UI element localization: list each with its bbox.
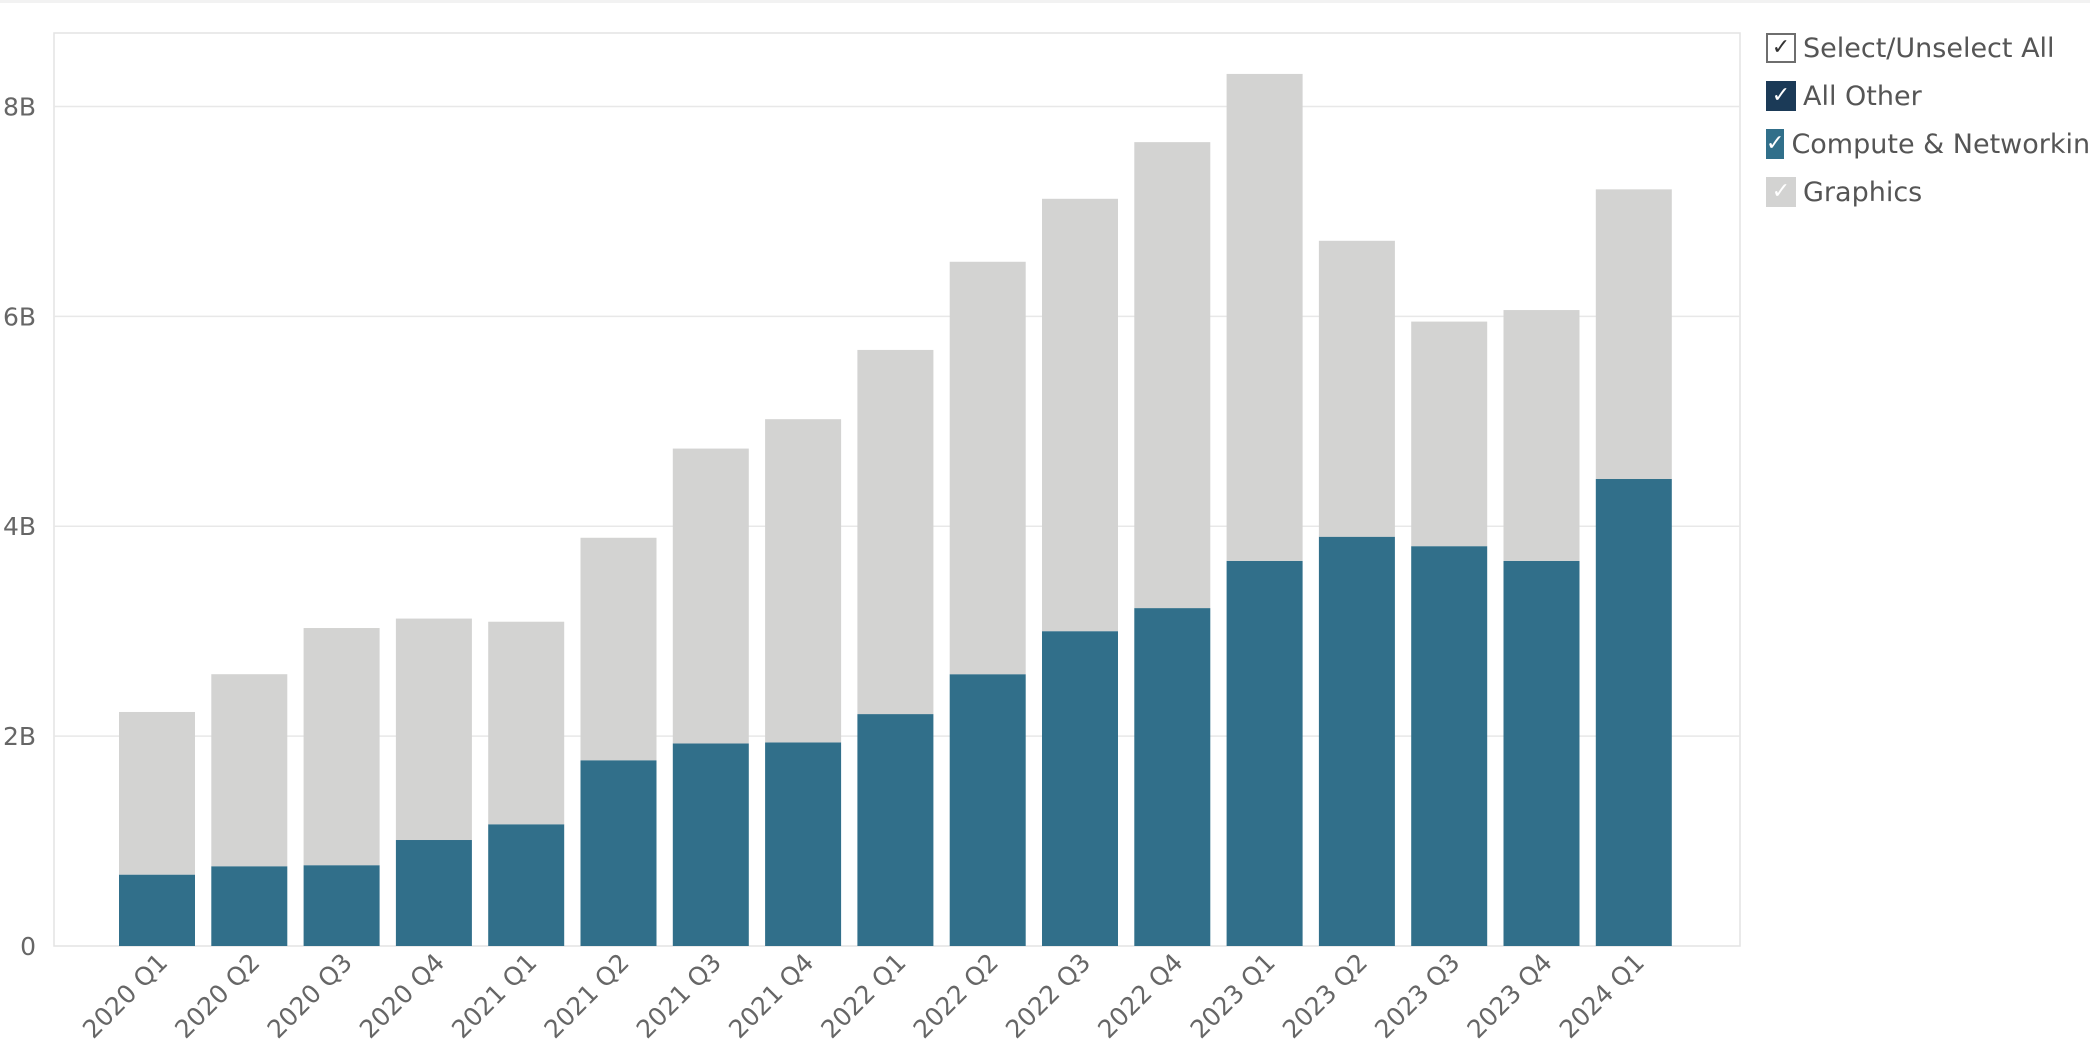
bar-segment-compute-networking[interactable] — [1134, 608, 1211, 946]
x-tick-label: 2021 Q3 — [631, 948, 727, 1044]
x-tick-label: 2023 Q4 — [1461, 948, 1557, 1044]
bar-segment-graphics[interactable] — [211, 674, 288, 867]
bar-segment-graphics[interactable] — [1595, 189, 1672, 480]
x-tick-label: 2020 Q3 — [262, 948, 358, 1044]
legend-label-compute-networking: Compute & Networking — [1791, 128, 2090, 160]
top-rule — [0, 0, 2090, 3]
bar-segment-compute-networking[interactable] — [672, 743, 749, 946]
bar-segment-compute-networking[interactable] — [949, 674, 1026, 946]
x-tick-label: 2023 Q2 — [1277, 948, 1373, 1044]
bar-segment-graphics[interactable] — [1226, 73, 1303, 561]
bar-segment-compute-networking[interactable] — [765, 742, 842, 946]
y-tick-label: 6B — [3, 302, 36, 331]
x-tick-label: 2022 Q3 — [1000, 948, 1096, 1044]
bar-segment-compute-networking[interactable] — [119, 874, 195, 946]
x-tick-label: 2022 Q2 — [908, 948, 1004, 1044]
y-tick-label: 2B — [3, 722, 36, 751]
bar-segment-graphics[interactable] — [1134, 142, 1211, 609]
select-all-label: Select/Unselect All — [1803, 32, 2055, 64]
y-tick-label: 0 — [20, 932, 36, 961]
all-other-checkbox-icon[interactable]: ✓ — [1766, 81, 1796, 111]
bar-segment-graphics[interactable] — [395, 618, 472, 841]
bar-segment-graphics[interactable] — [580, 537, 657, 761]
x-tick-label: 2023 Q3 — [1369, 948, 1465, 1044]
x-tick-label: 2022 Q1 — [815, 948, 911, 1044]
bar-segment-graphics[interactable] — [1411, 321, 1488, 547]
x-tick-label: 2020 Q1 — [77, 948, 173, 1044]
bar-segment-compute-networking[interactable] — [303, 865, 380, 946]
bar-segment-compute-networking[interactable] — [1042, 631, 1118, 946]
bar-segment-graphics[interactable] — [857, 349, 934, 715]
legend-item-graphics[interactable]: ✓ Graphics — [1766, 168, 2086, 216]
bar-segment-graphics[interactable] — [1503, 310, 1580, 561]
x-tick-label: 2024 Q1 — [1554, 948, 1650, 1044]
compute-networking-checkbox-icon[interactable]: ✓ — [1766, 129, 1785, 159]
bar-segment-compute-networking[interactable] — [857, 714, 934, 946]
bar-segment-compute-networking[interactable] — [1318, 536, 1395, 946]
x-tick-label: 2022 Q4 — [1092, 948, 1188, 1044]
graphics-checkbox-icon[interactable]: ✓ — [1766, 177, 1796, 207]
y-tick-label: 8B — [3, 92, 36, 121]
legend-label-graphics: Graphics — [1803, 176, 1923, 208]
bar-segment-compute-networking[interactable] — [211, 866, 288, 946]
bar-segment-graphics[interactable] — [1042, 198, 1118, 632]
bar-segment-graphics[interactable] — [303, 628, 380, 866]
bar-segment-graphics[interactable] — [119, 711, 195, 875]
x-tick-label: 2021 Q4 — [723, 948, 819, 1044]
bar-segment-graphics[interactable] — [1318, 240, 1395, 537]
legend-label-all-other: All Other — [1803, 80, 1922, 112]
bar-segment-compute-networking[interactable] — [1411, 546, 1488, 946]
x-tick-label: 2020 Q4 — [354, 948, 450, 1044]
x-tick-label: 2020 Q2 — [169, 948, 265, 1044]
x-tick-label: 2021 Q2 — [538, 948, 634, 1044]
y-tick-label: 4B — [3, 512, 36, 541]
bar-segment-graphics[interactable] — [765, 419, 842, 743]
bar-segment-graphics[interactable] — [949, 261, 1026, 675]
bar-segment-compute-networking[interactable] — [1595, 479, 1672, 946]
bar-segment-graphics[interactable] — [488, 621, 565, 825]
legend-item-compute-networking[interactable]: ✓ Compute & Networking — [1766, 120, 2090, 168]
bar-segment-compute-networking[interactable] — [580, 760, 657, 946]
x-tick-label: 2023 Q1 — [1185, 948, 1281, 1044]
bar-segment-compute-networking[interactable] — [1226, 560, 1303, 946]
bar-segment-compute-networking[interactable] — [395, 840, 472, 946]
legend-item-all-other[interactable]: ✓ All Other — [1766, 72, 2086, 120]
legend-select-all[interactable]: ✓ Select/Unselect All — [1766, 24, 2086, 72]
x-tick-label: 2021 Q1 — [446, 948, 542, 1044]
select-all-checkbox-icon[interactable]: ✓ — [1766, 33, 1796, 63]
bar-segment-compute-networking[interactable] — [1503, 560, 1580, 946]
bar-segment-graphics[interactable] — [672, 448, 749, 744]
bar-segment-compute-networking[interactable] — [488, 824, 565, 946]
legend: ✓ Select/Unselect All ✓ All Other ✓ Comp… — [1766, 24, 2090, 216]
